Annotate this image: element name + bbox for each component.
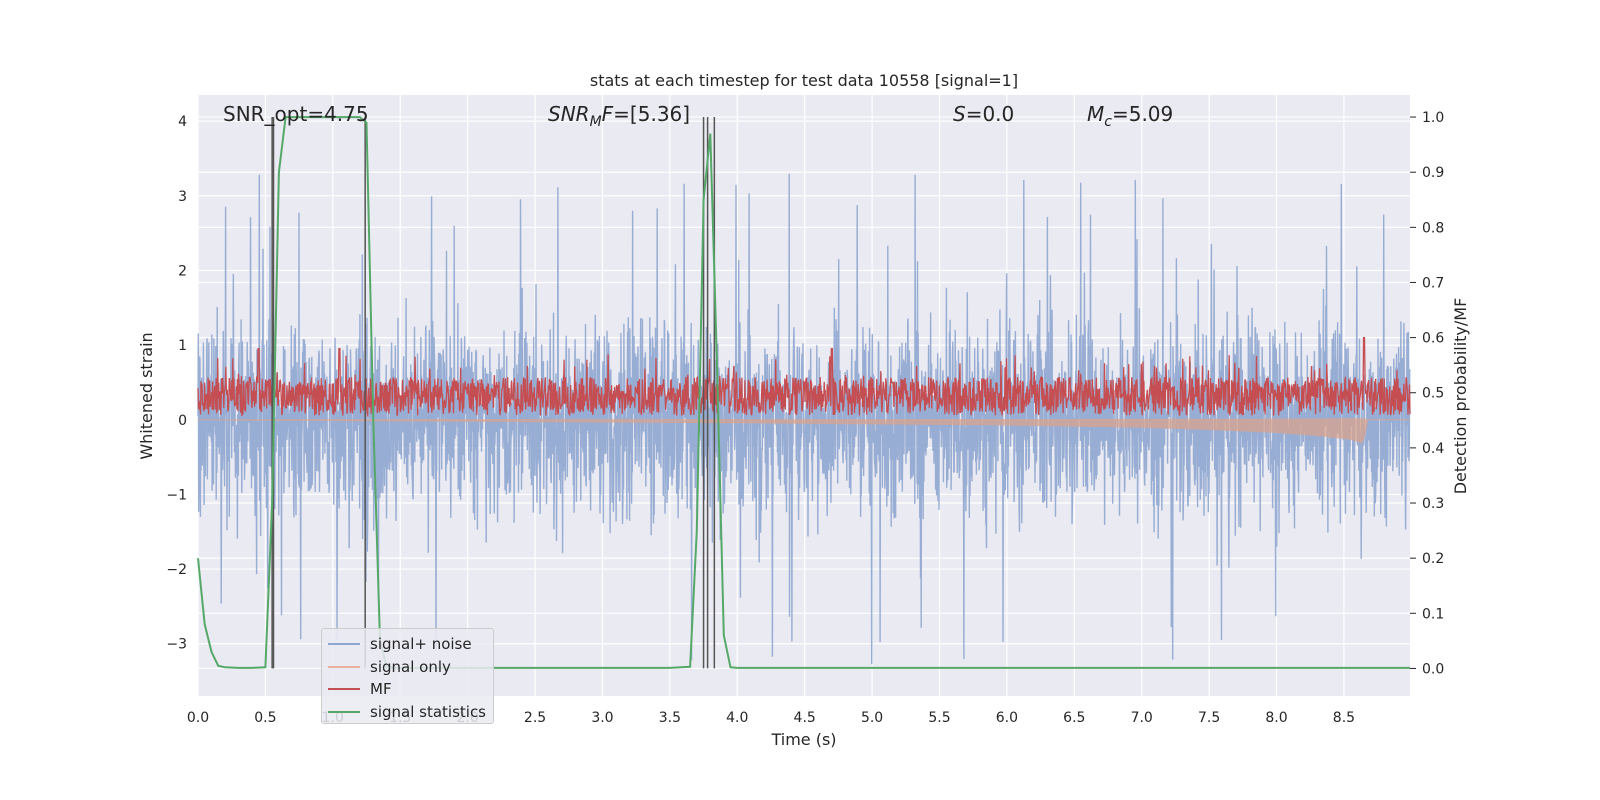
y-tick-label: 4 [178, 114, 187, 130]
x-tick-label: 7.5 [1198, 710, 1220, 726]
y-axis-label: Whitened strain [137, 332, 156, 459]
annotation-s-stat: S=0.0 [953, 102, 1014, 126]
chart-title: stats at each timestep for test data 105… [590, 71, 1018, 90]
y-right-tick-label: 0.4 [1422, 441, 1444, 457]
y-right-tick-label: 0.5 [1422, 386, 1444, 402]
mf-line [197, 336, 1411, 418]
signal-only-area [198, 418, 1410, 444]
legend-item: signal+ noise [328, 633, 487, 656]
y-tick-label: 2 [178, 263, 187, 279]
y-right-axis-label: Detection probability/MF [1451, 298, 1470, 495]
legend-swatch [328, 688, 360, 691]
y-right-tick-label: 0.6 [1422, 331, 1444, 347]
signal-only-series [198, 418, 1410, 444]
y-tick-label: 0 [178, 413, 187, 429]
x-tick-label: 0.5 [254, 710, 276, 726]
x-tick-label: 3.0 [591, 710, 613, 726]
x-tick-label: 2.5 [524, 710, 546, 726]
annotation-snr-opt: SNR_opt=4.75 [223, 102, 369, 126]
legend-label: signal only [370, 657, 451, 676]
mf-series [197, 336, 1411, 418]
x-tick-label: 0.0 [187, 710, 209, 726]
y-tick-label: −1 [166, 487, 187, 503]
y-right-tick-label: 0.3 [1422, 496, 1444, 512]
legend-swatch [328, 710, 360, 713]
y-tick-label: −3 [166, 637, 187, 653]
y-right-tick-label: 0.0 [1422, 661, 1444, 677]
x-tick-label: 3.5 [659, 710, 681, 726]
x-tick-label: 8.5 [1333, 710, 1355, 726]
y-right-tick-label: 0.7 [1422, 275, 1444, 291]
legend-item: signal only [328, 656, 487, 679]
y-tick-label: 3 [178, 189, 187, 205]
y-right-tick-label: 0.8 [1422, 220, 1444, 236]
x-tick-label: 8.0 [1265, 710, 1287, 726]
x-tick-label: 4.0 [726, 710, 748, 726]
x-tick-label: 7.0 [1131, 710, 1153, 726]
x-tick-label: 6.0 [996, 710, 1018, 726]
y-tick-label: −2 [166, 562, 187, 578]
legend-swatch [328, 643, 360, 646]
legend-label: MF [370, 680, 392, 699]
x-tick-label: 5.5 [928, 710, 950, 726]
y-right-tick-label: 1.0 [1422, 110, 1444, 126]
legend-item: MF [328, 678, 487, 701]
y-right-tick-label: 0.1 [1422, 606, 1444, 622]
y-right-tick-labels: 1.0 0.9 0.8 0.7 0.6 0.5 0.4 0.3 0.2 0.1 0.0 [1410, 110, 1444, 677]
legend-item: signal statistics [328, 701, 487, 724]
annotation-snr-mf: SNRMF=[5.36] [548, 102, 690, 130]
legend-swatch [328, 665, 360, 668]
x-axis-label: Time (s) [770, 730, 836, 749]
legend-label: signal statistics [370, 702, 487, 721]
x-tick-label: 5.0 [861, 710, 883, 726]
y-right-tick-label: 0.2 [1422, 551, 1444, 567]
y-tick-labels: 4 3 2 1 0 −1 −2 −3 [166, 114, 187, 653]
x-tick-label: 6.5 [1063, 710, 1085, 726]
legend-label: signal+ noise [370, 635, 472, 654]
x-tick-label: 4.5 [794, 710, 816, 726]
y-tick-label: 1 [178, 338, 187, 354]
legend: signal+ noise signal only MF signal stat… [321, 628, 494, 724]
annotation-mchirp: Mc=5.09 [1087, 102, 1173, 130]
y-right-tick-label: 0.9 [1422, 165, 1444, 181]
